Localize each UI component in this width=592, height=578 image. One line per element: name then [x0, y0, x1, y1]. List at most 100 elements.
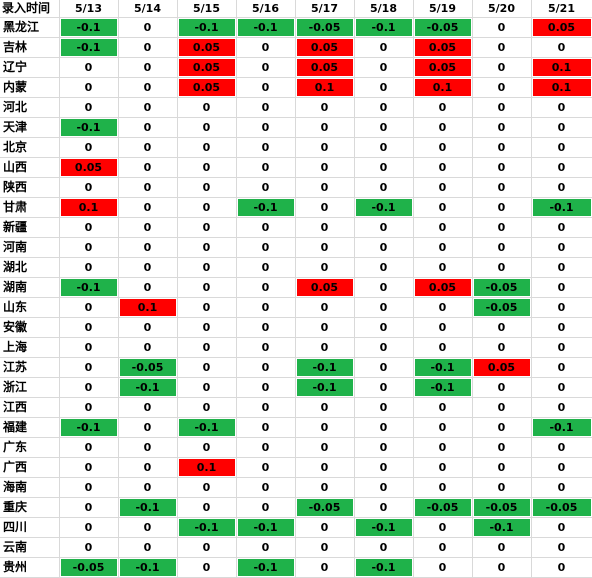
value-cell: 0	[472, 117, 532, 138]
value-cell: 0	[59, 437, 119, 458]
table-row: 安徽 0 0 0 0 0 0 0 0 0	[0, 317, 592, 338]
value-cell: 0	[177, 317, 237, 338]
value-text: 0.1	[414, 79, 471, 96]
value-text: 0	[438, 421, 447, 434]
value-cell: 0	[59, 137, 119, 158]
table-body: 黑龙江 -0.1 0 -0.1 -0.1 -0.05 -0.1 -0.05 0 0.05 吉林 -0.…	[0, 17, 592, 578]
value-text: 0	[557, 401, 566, 414]
value-cell: 0.1	[177, 457, 237, 478]
value-text: 0	[557, 461, 566, 474]
value-text: 0	[261, 461, 270, 474]
value-text: 0	[84, 101, 93, 114]
value-cell: 0	[236, 297, 296, 318]
value-text: 0	[143, 521, 152, 534]
region-label: 安徽	[0, 317, 60, 338]
date-header: 5/14	[118, 0, 178, 18]
value-text: 0	[379, 221, 388, 234]
value-text: 0.05	[414, 279, 471, 296]
value-cell: 0	[177, 217, 237, 238]
value-cell: 0	[177, 397, 237, 418]
value-cell: -0.1	[59, 37, 119, 58]
value-text: 0.1	[296, 79, 353, 96]
value-cell: 0	[354, 237, 414, 258]
value-cell: 0	[295, 257, 355, 278]
value-text: 0.1	[532, 59, 591, 76]
value-text: -0.1	[119, 559, 176, 576]
value-cell: -0.05	[118, 357, 178, 378]
value-text: -0.1	[178, 419, 235, 436]
value-text: 0.05	[296, 39, 353, 56]
value-cell: 0	[413, 97, 473, 118]
value-cell: -0.1	[177, 417, 237, 438]
value-cell: 0	[354, 337, 414, 358]
value-text: 0	[497, 141, 506, 154]
value-text: 0	[497, 381, 506, 394]
region-label: 江西	[0, 397, 60, 418]
value-text: 0	[557, 241, 566, 254]
value-text: 0	[320, 441, 329, 454]
value-cell: 0	[531, 317, 592, 338]
value-cell: 0	[236, 177, 296, 198]
value-cell: -0.1	[354, 17, 414, 38]
table-row: 四川 0 0 -0.1 -0.1 0 -0.1 0 -0.1 0	[0, 517, 592, 538]
region-label: 贵州	[0, 557, 60, 578]
value-text: 0	[261, 501, 270, 514]
table-row: 重庆 0 -0.1 0 0 -0.05 0 -0.05 -0.05 -0.05	[0, 497, 592, 518]
value-cell: 0	[118, 477, 178, 498]
value-cell: 0	[177, 97, 237, 118]
value-cell: 0	[413, 477, 473, 498]
value-cell: -0.1	[177, 17, 237, 38]
value-cell: 0	[531, 477, 592, 498]
value-text: -0.1	[60, 419, 117, 436]
value-cell: 0	[354, 217, 414, 238]
table-row: 甘肃 0.1 0 0 -0.1 0 -0.1 0 0 -0.1	[0, 197, 592, 218]
value-text: 0	[84, 261, 93, 274]
value-cell: 0	[59, 77, 119, 98]
value-cell: 0	[295, 297, 355, 318]
value-text: 0	[438, 161, 447, 174]
value-text: 0	[143, 261, 152, 274]
table-row: 新疆 0 0 0 0 0 0 0 0 0	[0, 217, 592, 238]
value-cell: -0.1	[118, 497, 178, 518]
value-cell: 0.05	[295, 57, 355, 78]
value-text: 0	[379, 501, 388, 514]
value-cell: 0	[236, 117, 296, 138]
value-text: 0	[379, 341, 388, 354]
value-cell: 0	[118, 437, 178, 458]
region-label: 云南	[0, 537, 60, 558]
value-cell: 0	[354, 277, 414, 298]
value-text: -0.1	[237, 559, 294, 576]
value-text: 0	[143, 481, 152, 494]
value-cell: 0	[354, 437, 414, 458]
value-cell: 0	[236, 97, 296, 118]
value-text: 0	[84, 461, 93, 474]
table-row: 黑龙江 -0.1 0 -0.1 -0.1 -0.05 -0.1 -0.05 0 0.05	[0, 17, 592, 38]
value-cell: 0	[118, 217, 178, 238]
value-text: 0	[497, 121, 506, 134]
value-text: 0	[84, 341, 93, 354]
value-cell: 0.05	[177, 77, 237, 98]
region-label: 山东	[0, 297, 60, 318]
region-label: 河南	[0, 237, 60, 258]
value-text: 0	[202, 361, 211, 374]
table-row: 湖南 -0.1 0 0 0 0.05 0 0.05 -0.05 0	[0, 277, 592, 298]
value-text: 0	[143, 461, 152, 474]
value-text: 0	[497, 541, 506, 554]
value-text: 0	[438, 561, 447, 574]
region-label: 四川	[0, 517, 60, 538]
value-cell: 0	[177, 197, 237, 218]
table-row: 福建 -0.1 0 -0.1 0 0 0 0 0 -0.1	[0, 417, 592, 438]
region-label: 湖北	[0, 257, 60, 278]
value-cell: 0	[118, 237, 178, 258]
value-text: 0	[379, 401, 388, 414]
value-text: 0	[261, 261, 270, 274]
value-cell: -0.1	[59, 17, 119, 38]
value-cell: 0	[472, 477, 532, 498]
value-cell: 0.05	[295, 277, 355, 298]
value-cell: 0	[531, 517, 592, 538]
date-header: 5/21	[531, 0, 592, 18]
value-text: 0	[497, 181, 506, 194]
value-text: 0	[557, 561, 566, 574]
value-text: 0	[143, 341, 152, 354]
value-text: 0.1	[532, 79, 591, 96]
